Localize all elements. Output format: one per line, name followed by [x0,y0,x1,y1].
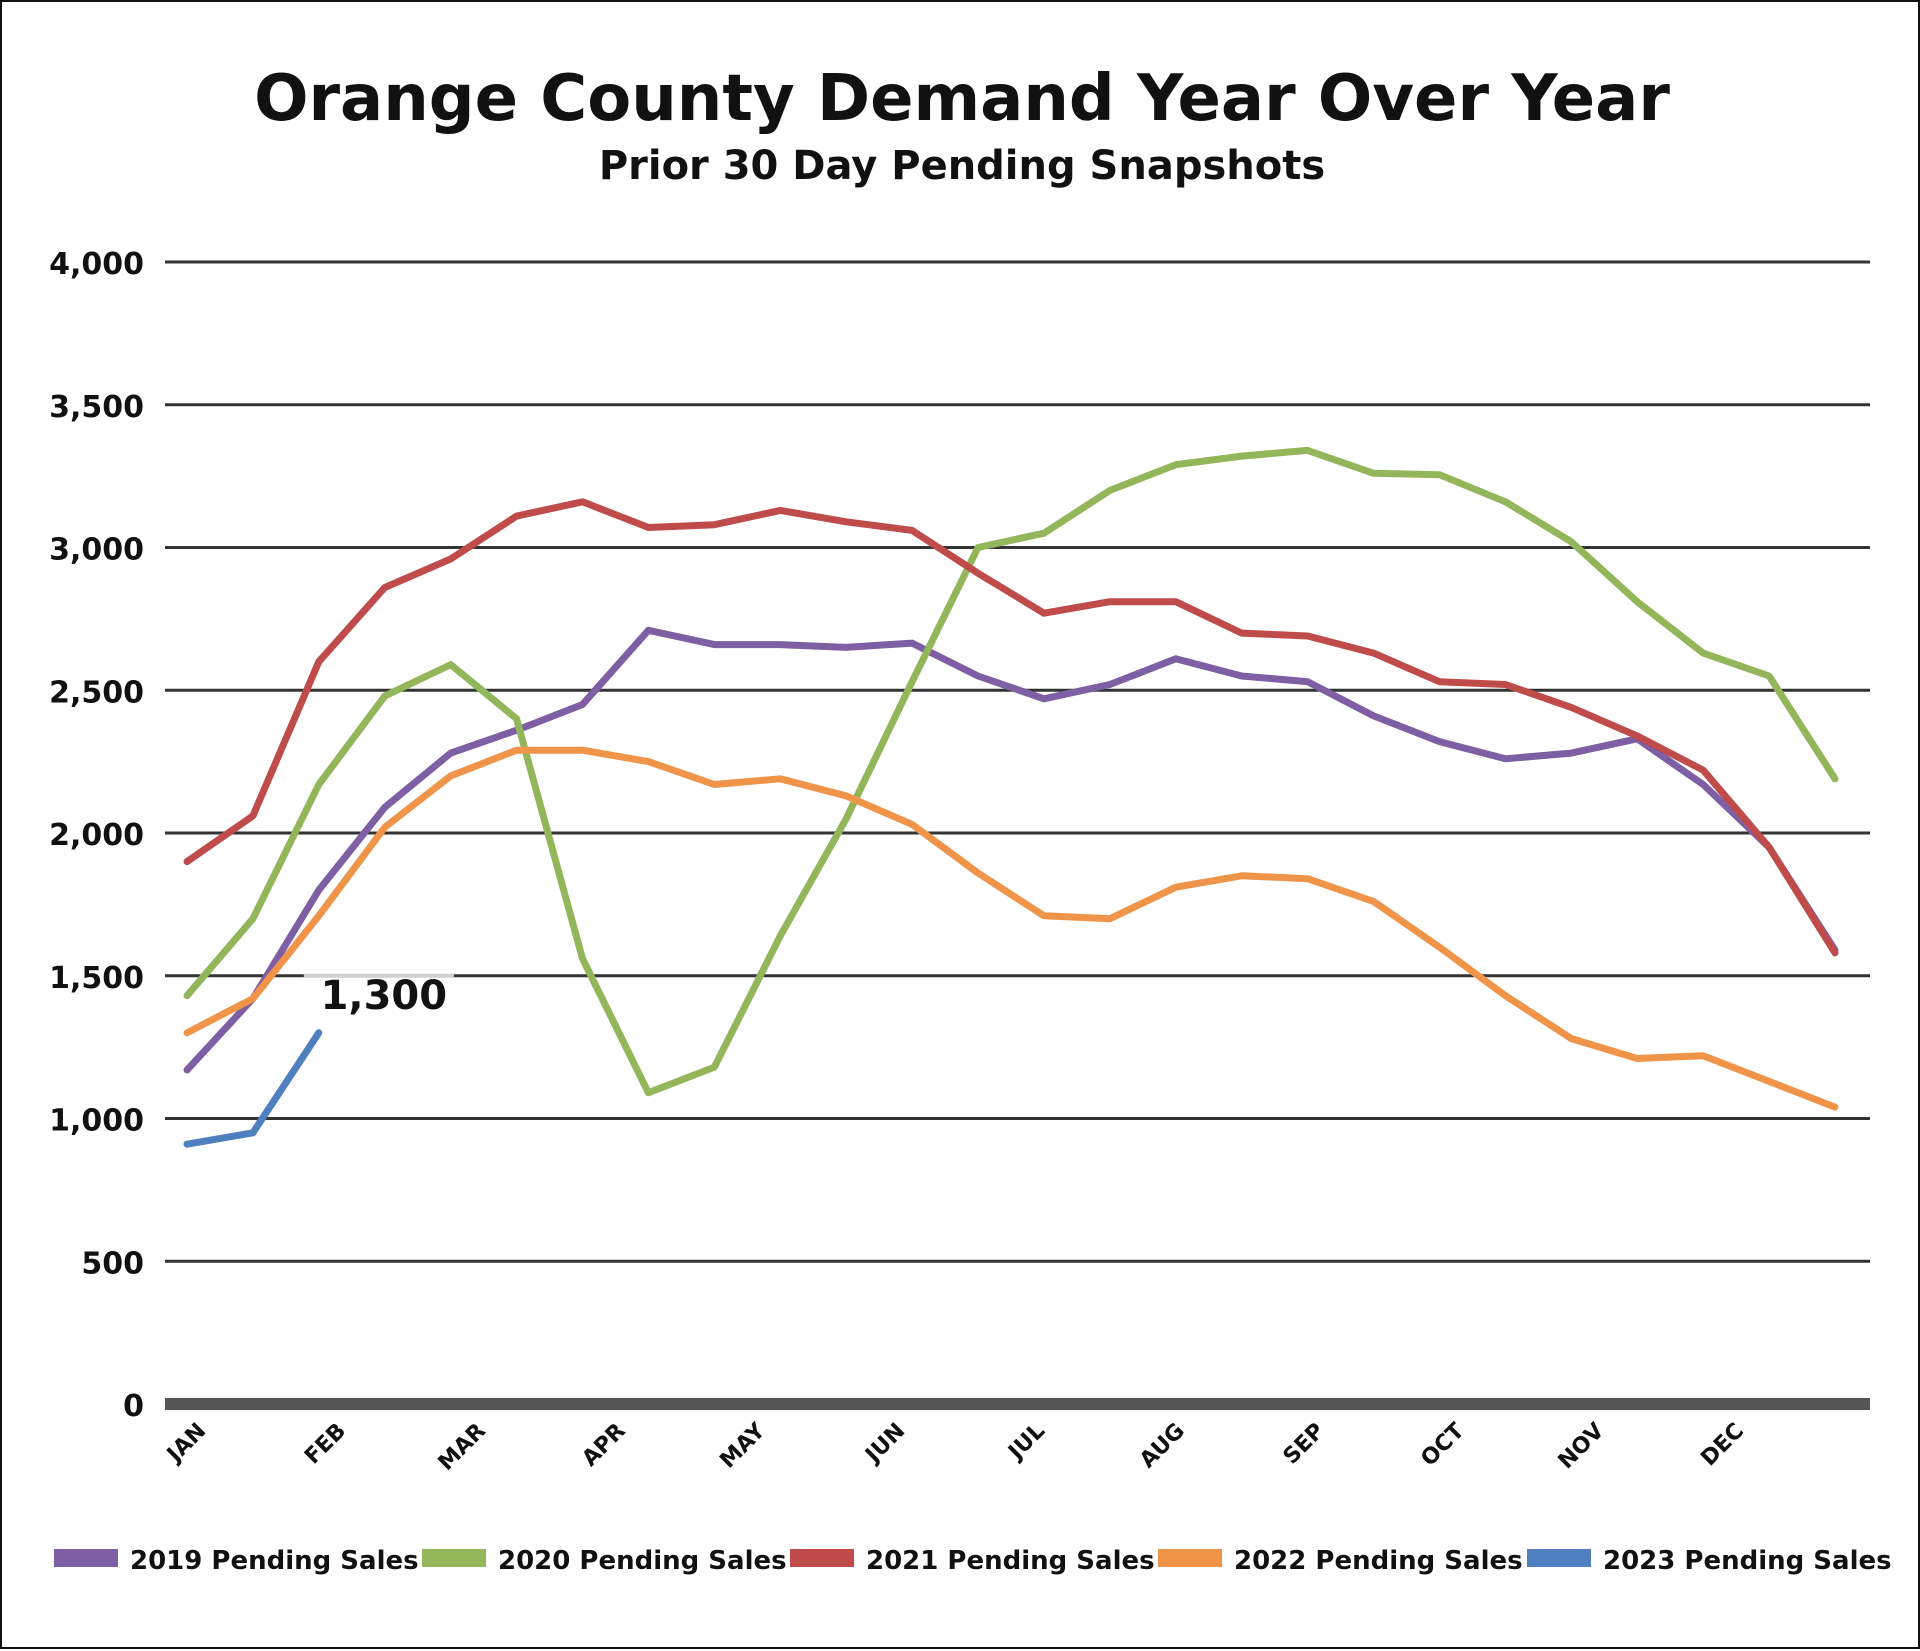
series-line-2020 [183,446,1839,1097]
series-line-2023 [183,1029,323,1148]
series-line-2019 [183,626,1839,1074]
legend-swatch [790,1549,854,1567]
x-tick-label: FEB [300,1419,351,1470]
y-tick-label: 1,500 [49,961,144,996]
x-tick-label: APR [578,1419,631,1472]
annotations: 1,300 [303,973,454,1019]
x-tick-label: JUN [860,1419,911,1470]
legend-label: 2023 Pending Sales [1603,1546,1892,1576]
data-label: 1,300 [321,973,448,1019]
legend-swatch [422,1549,486,1567]
x-tick-label: OCT [1417,1419,1470,1472]
x-tick-label: MAY [715,1418,771,1474]
y-tick-label: 1,000 [49,1104,144,1139]
y-tick-label: 0 [123,1389,144,1424]
legend: 2019 Pending Sales 2020 Pending Sales 2021… [54,1546,1892,1576]
y-tick-label: 2,000 [49,818,144,853]
series-line-2021 [183,498,1839,957]
chart-title: Orange County Demand Year Over Year [254,62,1670,136]
legend-label: 2020 Pending Sales [498,1546,787,1576]
series-line-2022 [183,746,1839,1111]
x-tick-label: MAR [434,1419,491,1476]
chart-subtitle: Prior 30 Day Pending Snapshots [599,143,1325,189]
legend-label: 2021 Pending Sales [866,1546,1155,1576]
legend-swatch [1527,1549,1591,1567]
grid-lines [165,260,1870,1410]
x-tick-label: SEP [1279,1419,1330,1470]
y-tick-label: 4,000 [49,247,144,282]
legend-swatch [54,1549,118,1567]
x-tick-label: DEC [1696,1419,1749,1472]
x-tick-label: AUG [1135,1419,1190,1474]
y-tick-label: 500 [81,1246,144,1281]
x-tick-label: JUL [1003,1419,1050,1466]
legend-swatch [1158,1549,1222,1567]
y-tick-label: 2,500 [49,675,144,710]
x-tick-label: NOV [1554,1419,1610,1475]
legend-label: 2019 Pending Sales [130,1546,419,1576]
y-tick-label: 3,000 [49,533,144,568]
legend-label: 2022 Pending Sales [1234,1546,1523,1576]
series-lines [183,446,1839,1148]
y-axis-tick-labels: 0 500 1,000 1,500 2,000 2,500 3,000 3,500 4,000 [49,247,144,1424]
x-tick-label: JAN [161,1419,211,1469]
y-tick-label: 3,500 [49,390,144,425]
x-axis-tick-labels: JAN FEB MAR APR MAY JUN JUL AUG SEP OCT NOV DEC [161,1418,1749,1476]
